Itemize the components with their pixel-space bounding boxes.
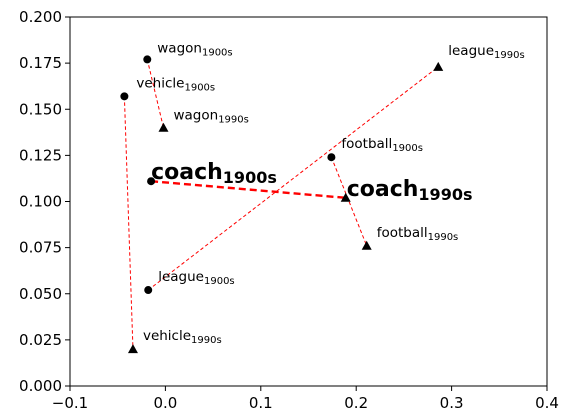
- y-tick-label: 0.000: [19, 377, 62, 395]
- point-football-1990s: [361, 240, 372, 250]
- point-label-word: wagon: [173, 108, 218, 124]
- point-league-1900s: [144, 286, 153, 295]
- point-label-subscript: 1900s: [184, 82, 215, 93]
- y-tick-label: 0.075: [19, 239, 62, 257]
- point-label-word: football: [377, 225, 428, 241]
- x-tick-label: 0.1: [249, 394, 273, 411]
- point-wagon-1990s: [158, 122, 169, 132]
- point-label-word: coach: [151, 160, 223, 185]
- y-tick-label: 0.175: [19, 54, 62, 72]
- point-label-subscript: 1990s: [218, 115, 249, 126]
- point-label-league-1900s: league1900s: [158, 269, 234, 287]
- axes-frame: [69, 16, 548, 387]
- point-label-word: league: [158, 269, 204, 285]
- pair-line-league: [147, 66, 439, 291]
- point-league-1990s: [433, 61, 444, 71]
- y-tick-label: 0.100: [19, 193, 62, 211]
- point-coach-1990s: [340, 192, 351, 202]
- point-label-league-1990s: league1990s: [448, 43, 524, 61]
- point-wagon-1900s: [143, 55, 152, 64]
- point-vehicle-1990s: [127, 344, 138, 354]
- point-label-coach-1900s: coach1900s: [151, 160, 277, 187]
- point-label-wagon-1990s: wagon1990s: [173, 108, 248, 126]
- point-label-word: vehicle: [136, 75, 184, 91]
- pair-line-wagon: [146, 59, 164, 128]
- point-label-vehicle-1900s: vehicle1900s: [136, 75, 215, 93]
- point-label-subscript: 1990s: [494, 50, 525, 61]
- point-label-word: football: [341, 136, 392, 152]
- plot-area: −0.1 0.0 0.1 0.2 0.3 0.4 0.000 0.025 0.050 0.075 0…: [19, 8, 559, 411]
- point-label-subscript: 1900s: [392, 143, 423, 154]
- x-tick-label: 0.2: [344, 394, 368, 411]
- point-label-subscript: 1900s: [223, 168, 277, 187]
- point-label-word: wagon: [157, 40, 202, 56]
- point-label-football-1900s: football1900s: [341, 136, 423, 154]
- y-tick-label: 0.025: [19, 331, 62, 349]
- pair-line-vehicle: [123, 96, 134, 350]
- point-label-subscript: 1900s: [202, 47, 233, 58]
- x-tick-label: 0.3: [440, 394, 464, 411]
- point-coach-1900s: [147, 177, 156, 186]
- y-tick-label: 0.125: [19, 146, 62, 164]
- point-label-football-1990s: football1990s: [377, 225, 459, 243]
- point-label-word: coach: [347, 177, 419, 202]
- point-label-word: vehicle: [143, 328, 191, 344]
- x-tick-label: −0.1: [52, 394, 88, 411]
- point-label-word: league: [448, 43, 494, 59]
- y-tick-label: 0.050: [19, 285, 62, 303]
- point-vehicle-1900s: [120, 92, 129, 101]
- point-label-subscript: 1900s: [204, 276, 235, 287]
- point-label-coach-1990s: coach1990s: [347, 177, 473, 204]
- point-label-vehicle-1990s: vehicle1990s: [143, 328, 222, 346]
- x-tick-label: 0.0: [153, 394, 177, 411]
- y-tick-label: 0.200: [19, 8, 62, 26]
- point-label-wagon-1900s: wagon1900s: [157, 40, 232, 58]
- point-label-subscript: 1990s: [418, 185, 472, 204]
- y-tick-label: 0.150: [19, 100, 62, 118]
- point-football-1900s: [327, 153, 336, 162]
- point-label-subscript: 1990s: [428, 232, 459, 243]
- x-tick-label: 0.4: [535, 394, 559, 411]
- point-label-subscript: 1990s: [191, 335, 222, 346]
- pair-line-football: [330, 157, 368, 246]
